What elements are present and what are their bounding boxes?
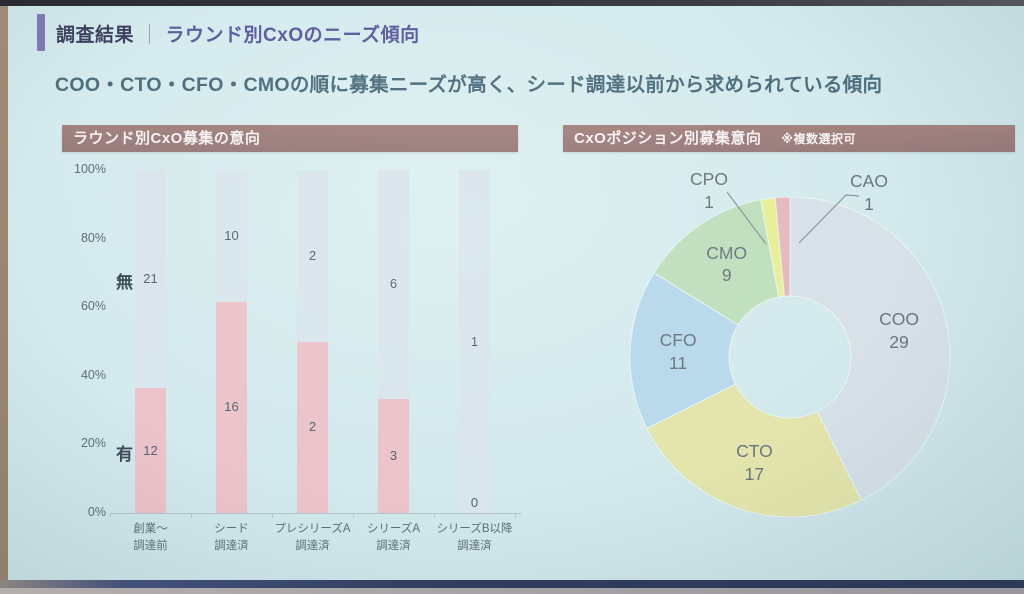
y-axis-tick-label: 0% [87,505,106,519]
bar-value-yes: 3 [389,447,398,463]
bar-segment-yes [378,398,409,513]
x-axis-category-line: シード [214,523,249,535]
bar-value-no: 10 [224,227,239,243]
bar-value-no: 6 [389,276,398,292]
series-label-no: 無 [116,273,133,293]
donut-slice-cto [646,383,862,518]
donut-slice-cao [774,196,791,297]
x-axis-category-label: プレシリーズA 調達済 [268,521,358,556]
donut-label-cmo: CMO 9 [682,242,772,288]
bar-value-no: 2 [308,247,317,263]
donut-slice-cmo [653,199,780,326]
y-axis-tick-label: 60% [80,299,106,314]
donut-label-name: CFO [659,329,697,350]
photo-edge-top [0,0,1024,6]
x-axis-tick [515,513,516,517]
donut-label-value: 29 [889,332,909,353]
donut-label-name: CMO [706,242,748,263]
x-axis-category-line: シリーズA [366,523,421,535]
x-axis-tick [353,513,354,517]
bar-value-yes: 0 [470,495,479,510]
bar-segment-no [135,170,166,389]
donut-label-name: CAO [850,171,888,191]
donut-svg [629,191,951,518]
leader-line-cpo [726,191,767,245]
slide-content: 調査結果｜ラウンド別CxOのニーズ傾向 COO・CTO・CFO・CMOの順に募集… [8,6,1024,580]
x-axis-category-label: シリーズB以降 調達済 [430,521,520,556]
bar-chart-title: ラウンド別CxO募集の意向 [62,125,518,152]
bar-segment-no [297,170,328,342]
x-axis-category-line: 調達前 [133,540,168,553]
bar-value-no: 21 [143,271,158,287]
donut-chart: COO 29 CTO 17 CFO 11 CMO 9 CPO 1 CAO 1 [563,156,1023,534]
bar-chart-title-text: ラウンド別CxO募集の意向 [73,130,261,147]
bar-segment-no [378,170,409,399]
bar-segment-yes [216,301,247,513]
donut-slice-cfo [629,272,739,429]
x-axis-category-label: シリーズA 調達済 [349,521,439,556]
y-axis-tick-label: 100% [74,162,106,176]
donut-chart-title-text: CxOポジション別募集意向 [574,130,762,147]
photo-edge-left [0,6,8,580]
donut-label-cto: CTO 17 [709,440,799,486]
x-axis-category-line: 調達済 [457,540,492,553]
donut-label-value: 9 [721,265,732,286]
bar-value-yes: 12 [143,442,158,458]
donut-label-cpo: CPO 1 [664,168,754,214]
page-title-separator: ｜ [140,25,160,46]
x-axis-tick [110,513,111,517]
bar-value-yes: 16 [224,399,239,415]
x-axis-category-label: シード 調達済 [187,521,277,556]
x-axis-category-line: 創業～ [133,523,168,535]
bar-segment-no [459,170,490,513]
bar-segment-yes [297,341,328,513]
donut-label-name: CTO [736,441,773,462]
bar-value-yes: 2 [308,419,317,435]
x-axis-tick [191,513,192,517]
y-axis-tick-label: 80% [80,230,106,245]
x-axis-category-line: 調達済 [295,540,330,553]
x-axis-category-line: 調達済 [376,540,411,553]
leader-line-cao [798,194,860,244]
x-axis-category-line: プレシリーズA [274,523,351,535]
donut-label-value: 1 [864,193,874,214]
page-title: 調査結果｜ラウンド別CxOのニーズ傾向 [56,20,420,47]
donut-label-value: 11 [669,352,688,373]
header-accent-bar [37,14,45,51]
donut-label-coo: COO 29 [854,308,944,354]
x-axis-line [110,513,521,514]
x-axis-tick [272,513,273,517]
bar-segment-no [216,170,247,302]
donut-label-value: 17 [744,463,765,484]
donut-chart-title: CxOポジション別募集意向 ※複数選択可 [563,125,1015,152]
donut-slice-coo [789,196,951,501]
bar-value-no: 1 [470,333,479,349]
bar-chart: 0% 20% 40% 60% 80% 100% 21 12 無有創業～ 調達前 10 16 シード 調達済… [8,6,1024,580]
x-axis-category-line: 調達済 [214,540,249,553]
x-axis-category-label: 創業～ 調達前 [106,521,196,556]
donut-chart-note: ※複数選択可 [781,132,857,146]
donut-label-name: COO [879,309,919,330]
donut-label-value: 1 [704,191,714,212]
donut-label-cfo: CFO 11 [633,329,723,375]
photo-edge-bottom-navy [0,580,1024,588]
bar-segment-yes [135,388,166,513]
donut-label-name: CPO [690,169,728,189]
x-axis-category-line: シリーズB以降 [436,523,513,535]
page-title-label: 調査結果 [56,25,135,46]
y-axis-tick-label: 20% [80,436,106,451]
donut-label-cao: CAO 1 [824,170,914,216]
y-axis-tick-label: 40% [80,367,106,382]
slide-subtitle: COO・CTO・CFO・CMOの順に募集ニーズが高く、シード調達以前から求められ… [55,74,883,96]
series-label-yes: 有 [116,444,133,464]
x-axis-tick [434,513,435,517]
photo-edge-bottom-gray [0,588,1024,594]
page-title-text: ラウンド別CxOのニーズ傾向 [165,25,420,46]
